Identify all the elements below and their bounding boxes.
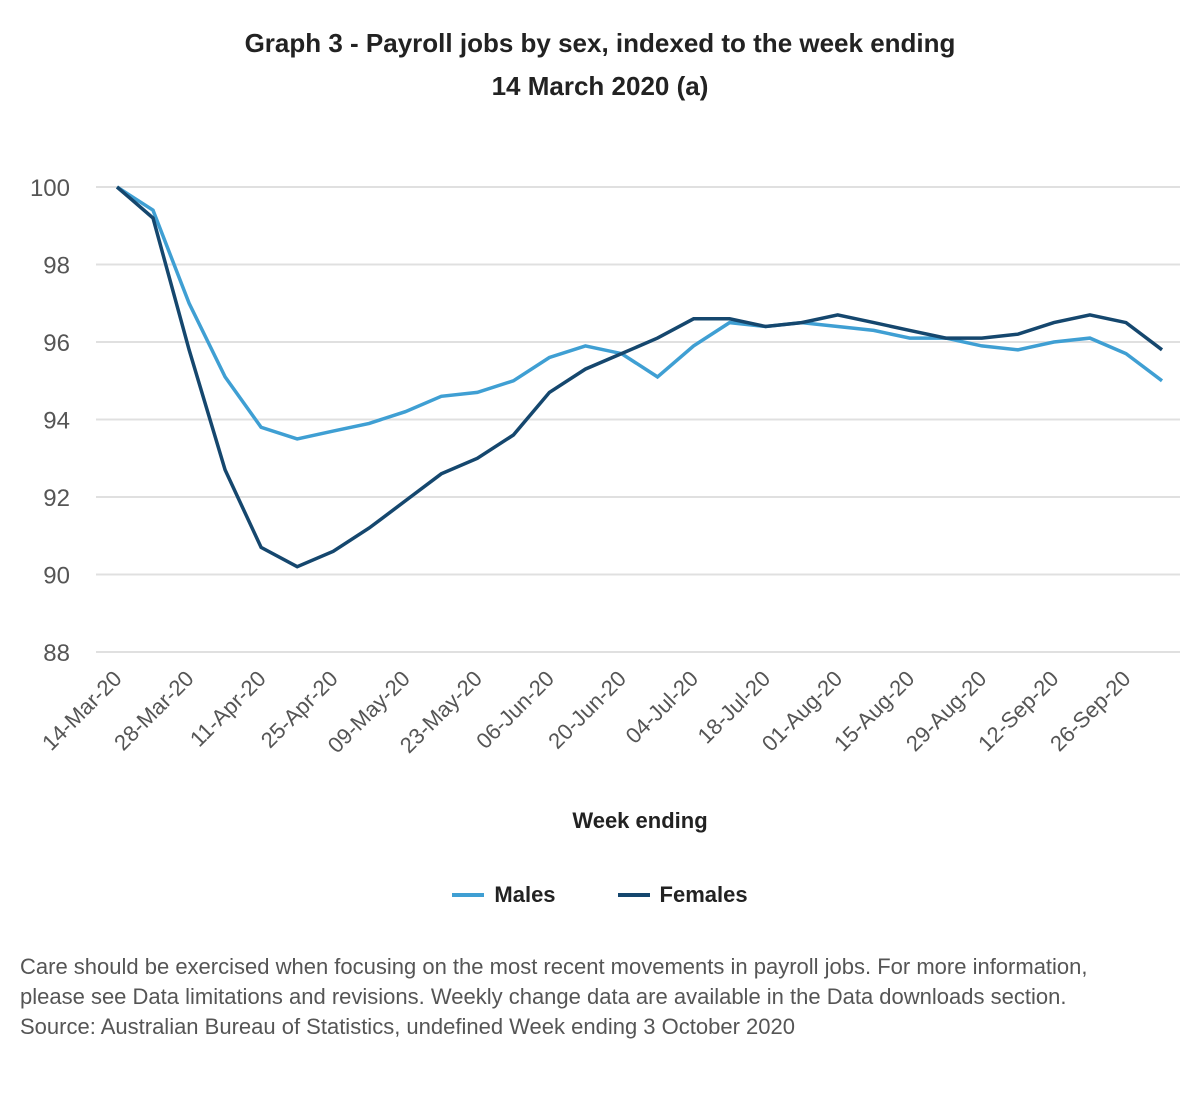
chart-title: Graph 3 - Payroll jobs by sex, indexed t…: [0, 22, 1200, 108]
x-tick-label: 20-Jun-20: [543, 666, 631, 754]
y-tick-label: 98: [43, 253, 70, 280]
series-line-females: [115, 185, 1164, 569]
y-tick-label: 96: [43, 330, 70, 357]
legend-swatch-males: [452, 893, 485, 897]
x-tick-label: 06-Jun-20: [471, 666, 559, 754]
chart-notes: Care should be exercised when focusing o…: [20, 952, 1140, 1042]
x-axis-label: Week ending: [572, 808, 708, 833]
chart-title-line2: 14 March 2020 (a): [491, 71, 709, 101]
legend-item-males[interactable]: Males: [452, 882, 556, 908]
x-tick-label: 04-Jul-20: [621, 666, 704, 749]
y-tick-label: 90: [43, 563, 70, 590]
legend-label-males: Males: [494, 882, 556, 907]
legend-item-females[interactable]: Females: [617, 882, 748, 908]
series-line-males: [116, 185, 1164, 441]
y-tick-label: 92: [43, 485, 70, 512]
chart-title-line1: Graph 3 - Payroll jobs by sex, indexed t…: [244, 28, 956, 58]
caveat-note: Care should be exercised when focusing o…: [20, 954, 1088, 1009]
y-tick-label: 100: [30, 175, 70, 202]
x-tick-label: 11-Apr-20: [185, 666, 271, 752]
y-tick-label: 94: [43, 408, 70, 435]
x-tick-label: 28-Mar-20: [109, 666, 198, 755]
y-tick-label: 88: [43, 640, 70, 667]
legend-label-females: Females: [659, 882, 748, 907]
source-note: Source: Australian Bureau of Statistics,…: [20, 1014, 795, 1039]
legend-swatch-females: [617, 893, 650, 897]
legend: Males Females: [0, 882, 1200, 908]
line-chart: 88909294969810014-Mar-2028-Mar-2011-Apr-…: [30, 175, 1180, 758]
